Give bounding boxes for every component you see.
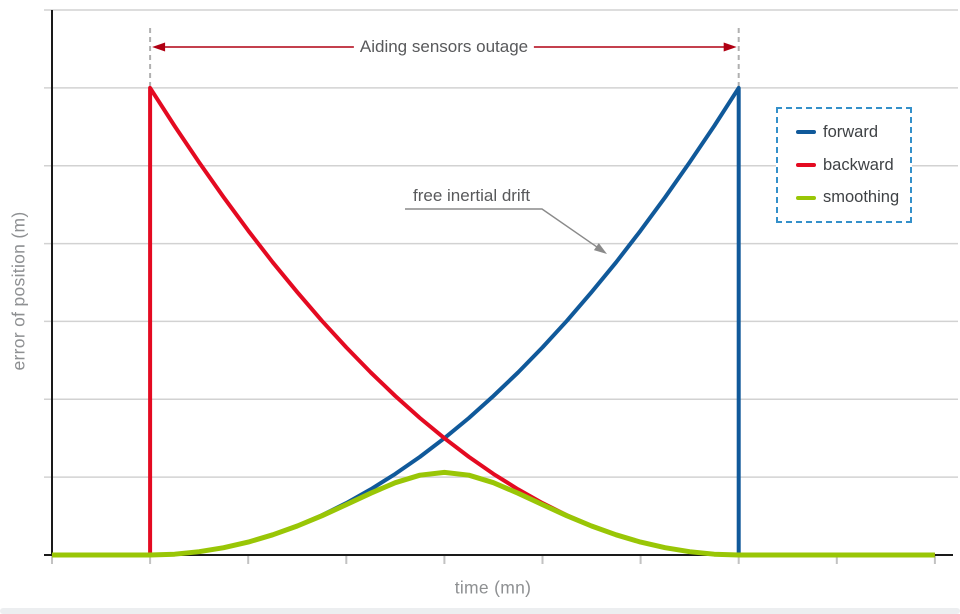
legend-label-backward: backward xyxy=(823,155,894,174)
smoothing-curve xyxy=(52,469,935,558)
outage-boundary-lines xyxy=(149,28,740,87)
drift-leader-arrow xyxy=(405,208,607,254)
legend-label-forward: forward xyxy=(823,122,879,141)
legend-label-smoothing: smoothing xyxy=(823,188,900,207)
legend: forward backward smoothing xyxy=(776,107,912,223)
legend-item-forward: forward xyxy=(796,123,910,142)
legend-item-backward: backward xyxy=(796,156,910,175)
y-axis-label: error of position (m) xyxy=(8,211,29,371)
drift-annotation-label: free inertial drift xyxy=(413,186,531,205)
backward-line-swatch xyxy=(796,163,816,167)
outage-annotation-label: Aiding sensors outage xyxy=(353,37,535,57)
gridlines xyxy=(44,9,958,478)
legend-item-smoothing: smoothing xyxy=(796,188,910,207)
x-axis-label: time (mn) xyxy=(454,577,532,598)
smoothing-line-swatch xyxy=(796,195,816,200)
forward-line-swatch xyxy=(796,130,816,135)
window-bottom-edge xyxy=(0,608,960,614)
